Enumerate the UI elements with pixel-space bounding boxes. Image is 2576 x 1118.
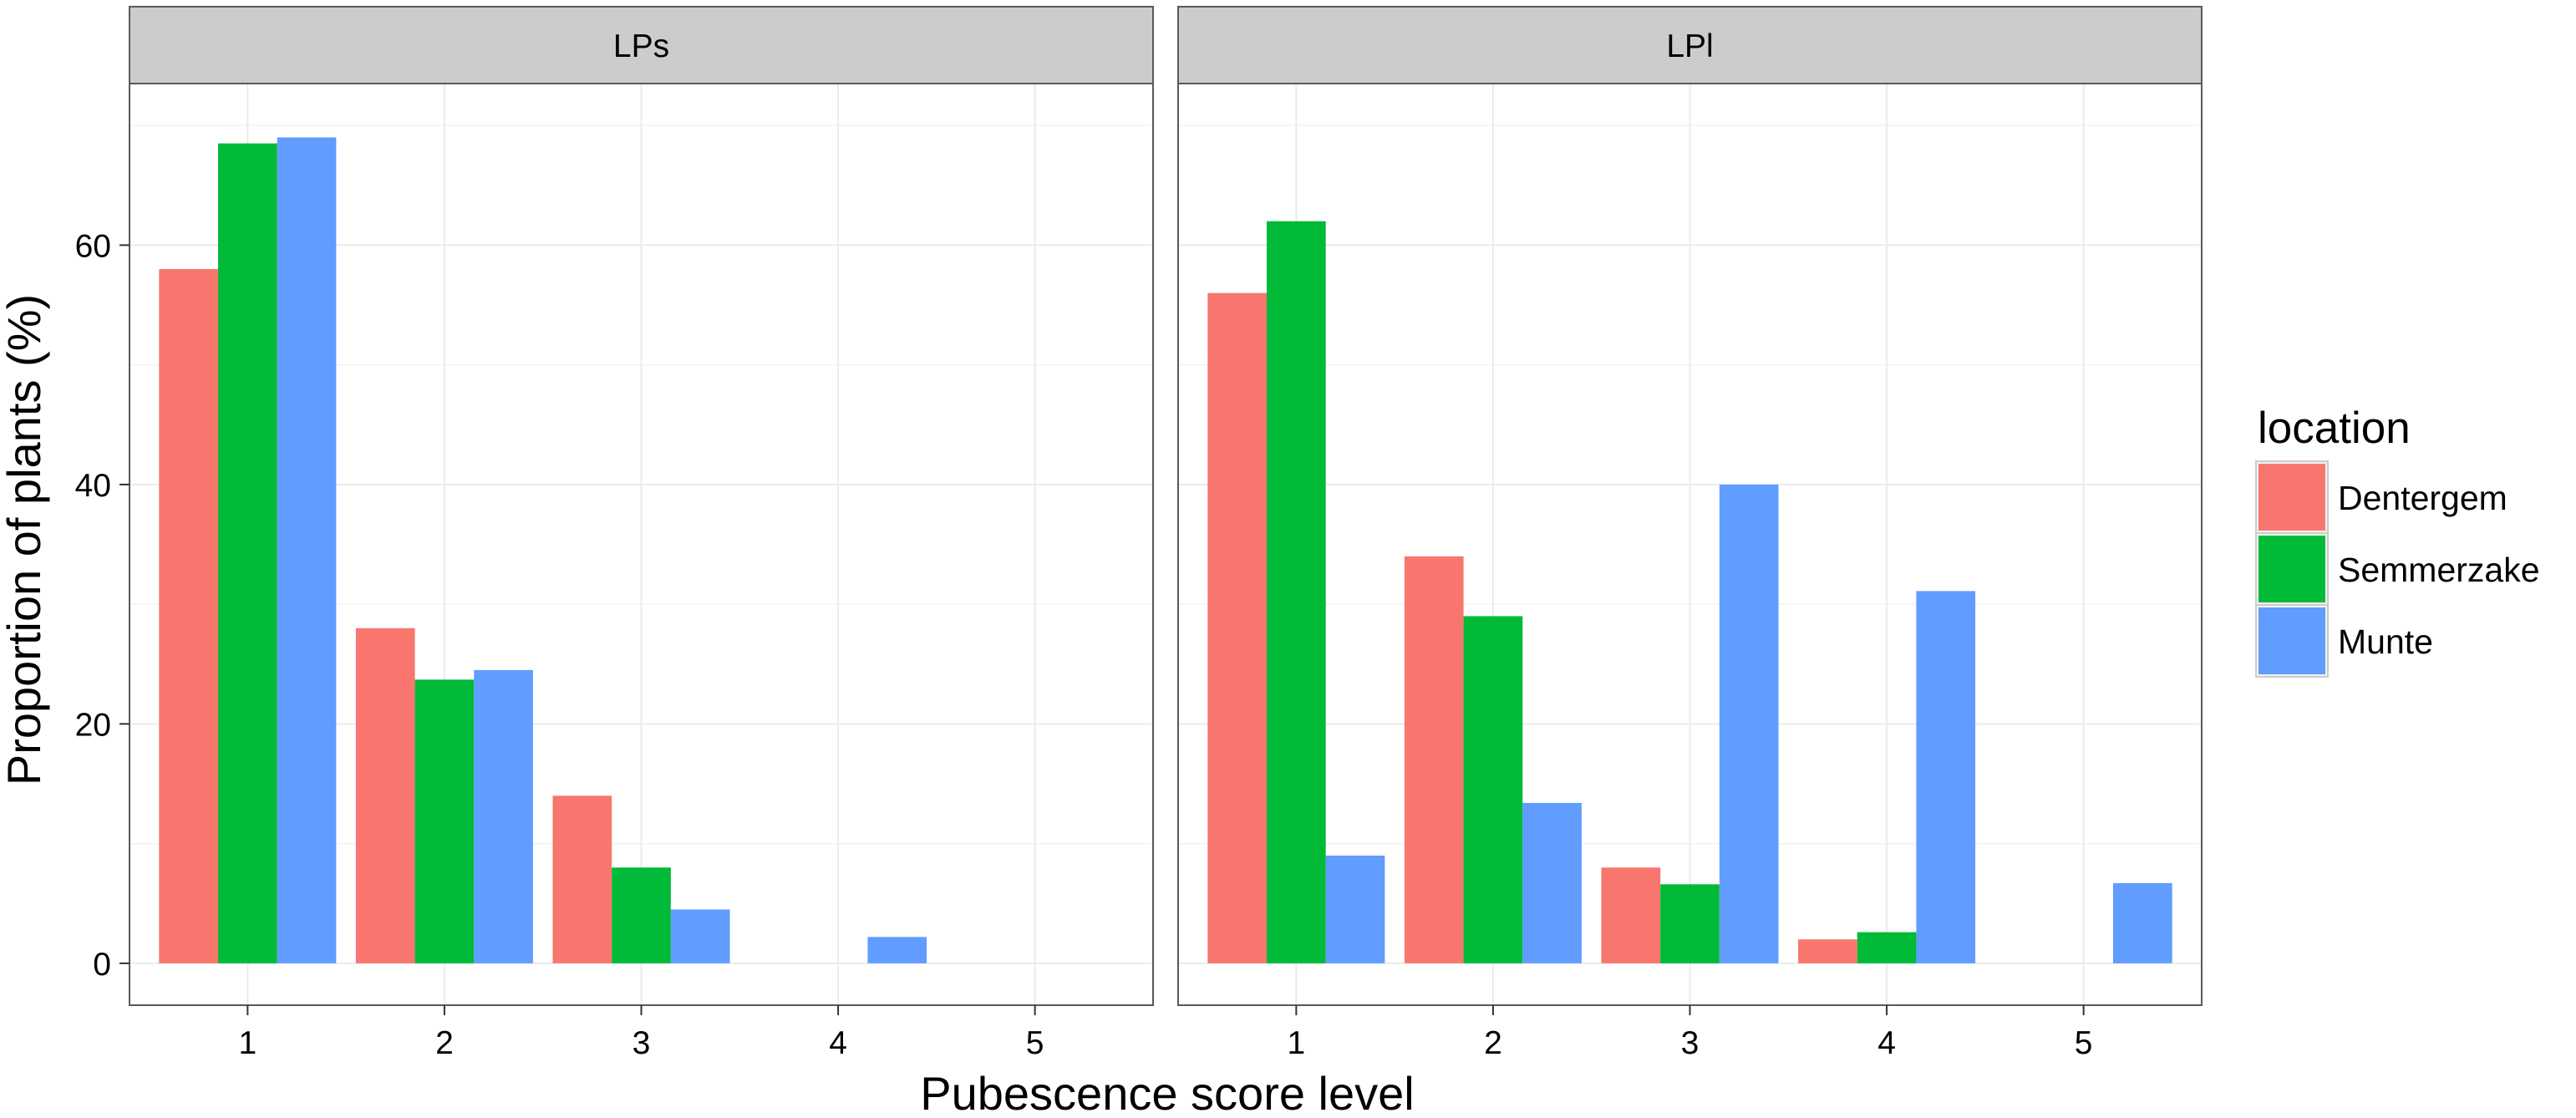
x-tick-label: 3 xyxy=(1681,1025,1700,1061)
x-tick-label: 4 xyxy=(829,1025,847,1061)
bar-dentergem-3 xyxy=(1601,867,1661,963)
legend-swatch-dentergem xyxy=(2258,464,2325,531)
bar-munte-2 xyxy=(1522,802,1582,963)
legend-swatch-munte xyxy=(2258,607,2325,674)
bar-semmerzake-1 xyxy=(218,143,277,963)
x-tick-label: 5 xyxy=(1026,1025,1044,1061)
facet-strip xyxy=(129,6,1154,84)
bar-semmerzake-3 xyxy=(1660,884,1720,963)
bar-dentergem-1 xyxy=(159,269,219,963)
bar-munte-3 xyxy=(1719,484,1779,963)
bar-munte-4 xyxy=(867,937,927,963)
bar-munte-3 xyxy=(670,909,730,963)
legend-label: Dentergem xyxy=(2338,479,2507,517)
bar-semmerzake-2 xyxy=(1463,616,1523,963)
legend-label: Munte xyxy=(2338,623,2433,661)
x-tick-label: 3 xyxy=(633,1025,651,1061)
legend-label: Semmerzake xyxy=(2338,551,2540,589)
bar-dentergem-2 xyxy=(1404,556,1464,963)
bar-munte-1 xyxy=(1325,855,1385,963)
bar-dentergem-4 xyxy=(1798,939,1857,963)
facet-strip xyxy=(1177,6,2203,84)
x-tick-label: 5 xyxy=(2075,1025,2093,1061)
x-tick-label: 1 xyxy=(1287,1025,1305,1061)
bar-dentergem-3 xyxy=(552,795,612,963)
bar-dentergem-1 xyxy=(1207,292,1268,963)
legend-title: location xyxy=(2258,404,2411,453)
x-tick-label: 2 xyxy=(1484,1025,1502,1061)
bar-semmerzake-1 xyxy=(1267,221,1326,963)
bar-semmerzake-2 xyxy=(414,679,475,963)
bar-munte-2 xyxy=(474,669,533,963)
x-tick-label: 4 xyxy=(1877,1025,1896,1061)
bar-munte-1 xyxy=(277,137,337,963)
facet-panel-lpl: LPl 1 2 3 4 5 xyxy=(1177,6,2203,1061)
x-tick-label: 1 xyxy=(238,1025,257,1061)
x-tick-label: 2 xyxy=(435,1025,454,1061)
y-tick-label: 60 xyxy=(75,228,111,264)
legend: location Dentergem Semmerzake Munte xyxy=(2255,404,2540,678)
y-tick-label: 40 xyxy=(75,468,111,504)
facet-strip-label: LPs xyxy=(613,28,669,64)
y-tick-label: 20 xyxy=(75,707,111,743)
x-axis-title: Pubescence score level xyxy=(920,1067,1414,1118)
y-axis-title: Proportion of plants (%) xyxy=(0,294,50,785)
bar-munte-4 xyxy=(1916,591,1976,963)
bar-munte-5 xyxy=(2112,882,2172,963)
facet-panel-lps: LPs 1 2 3 4 5 xyxy=(129,6,1154,1061)
facet-strip-label: LPl xyxy=(1666,28,1713,64)
bar-semmerzake-4 xyxy=(1857,932,1917,963)
bar-dentergem-2 xyxy=(355,628,415,963)
y-tick-label: 0 xyxy=(93,947,111,983)
legend-swatch-semmerzake xyxy=(2258,536,2325,602)
bar-semmerzake-3 xyxy=(612,867,671,963)
